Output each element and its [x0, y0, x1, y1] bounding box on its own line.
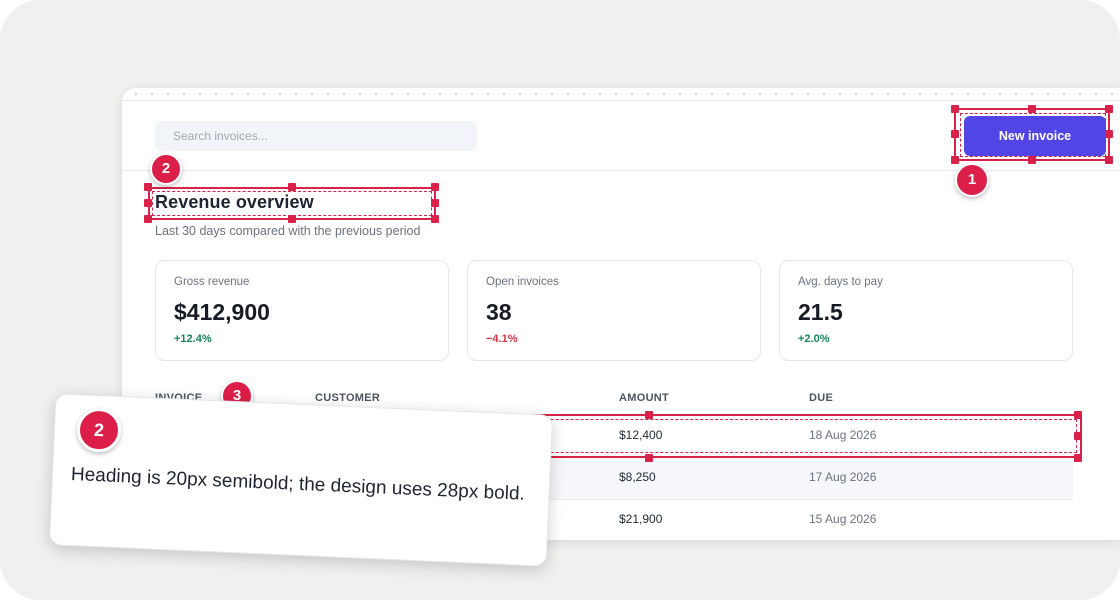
due-cell: 18 Aug 2026 [809, 428, 877, 442]
resize-handle[interactable] [431, 215, 439, 223]
stat-delta: +12.4% [174, 333, 212, 345]
page-subtitle: Last 30 days compared with the previous … [155, 224, 421, 238]
note-text: Heading is 20px semibold; the design use… [70, 463, 526, 505]
resize-handle[interactable] [951, 130, 959, 138]
resize-handle[interactable] [951, 105, 959, 113]
selection-inner-outline [152, 191, 432, 216]
amount-cell: $8,250 [619, 470, 656, 484]
resize-handle[interactable] [288, 183, 296, 191]
resize-handle[interactable] [1105, 105, 1113, 113]
resize-handle[interactable] [1105, 130, 1113, 138]
top-bar: New invoice [122, 100, 1120, 171]
window-top-strip [122, 88, 1120, 101]
column-header-customer[interactable]: CUSTOMER [315, 392, 381, 404]
column-header-due[interactable]: DUE [809, 392, 834, 404]
resize-handle[interactable] [431, 199, 439, 207]
resize-handle[interactable] [1028, 105, 1036, 113]
stat-delta: −4.1% [486, 333, 518, 345]
resize-handle[interactable] [144, 215, 152, 223]
resize-handle[interactable] [1105, 156, 1113, 164]
resize-handle[interactable] [144, 199, 152, 207]
stat-label: Avg. days to pay [798, 276, 883, 288]
resize-handle[interactable] [1074, 454, 1082, 462]
stat-card-open-invoices: Open invoices 38 −4.1% [467, 260, 761, 361]
column-header-amount[interactable]: AMOUNT [619, 392, 670, 404]
stat-delta: +2.0% [798, 333, 830, 345]
selection-inner-outline [960, 113, 1106, 157]
resize-handle[interactable] [288, 215, 296, 223]
resize-handle[interactable] [431, 183, 439, 191]
stat-label: Gross revenue [174, 276, 250, 288]
search-input[interactable] [155, 121, 477, 151]
amount-cell: $12,400 [619, 428, 663, 442]
new-invoice-button[interactable]: New invoice [964, 116, 1106, 156]
resize-handle[interactable] [645, 411, 653, 419]
due-cell: 17 Aug 2026 [809, 470, 877, 484]
annotation-note-card[interactable]: 2 Heading is 20px semibold; the design u… [48, 393, 554, 567]
resize-handle[interactable] [1028, 156, 1036, 164]
resize-handle[interactable] [645, 454, 653, 462]
note-number-badge: 2 [76, 407, 122, 454]
resize-handle[interactable] [144, 183, 152, 191]
annotation-marker-1[interactable]: 1 [955, 163, 989, 197]
table-row[interactable]: $21,900 15 Aug 2026 [155, 499, 1073, 540]
due-cell: 15 Aug 2026 [809, 512, 877, 526]
stat-label: Open invoices [486, 276, 559, 288]
annotation-marker-2[interactable]: 2 [150, 153, 182, 185]
resize-handle[interactable] [1074, 432, 1082, 440]
amount-cell: $21,900 [619, 512, 663, 526]
stat-card-gross-revenue: Gross revenue $412,900 +12.4% [155, 260, 449, 361]
resize-handle[interactable] [1074, 411, 1082, 419]
stat-value: 21.5 [798, 299, 843, 325]
stat-value: 38 [486, 299, 512, 325]
stat-value: $412,900 [174, 299, 270, 325]
page-title: Revenue overview [155, 192, 314, 212]
resize-handle[interactable] [951, 156, 959, 164]
stat-card-avg-days-to-pay: Avg. days to pay 21.5 +2.0% [779, 260, 1073, 361]
